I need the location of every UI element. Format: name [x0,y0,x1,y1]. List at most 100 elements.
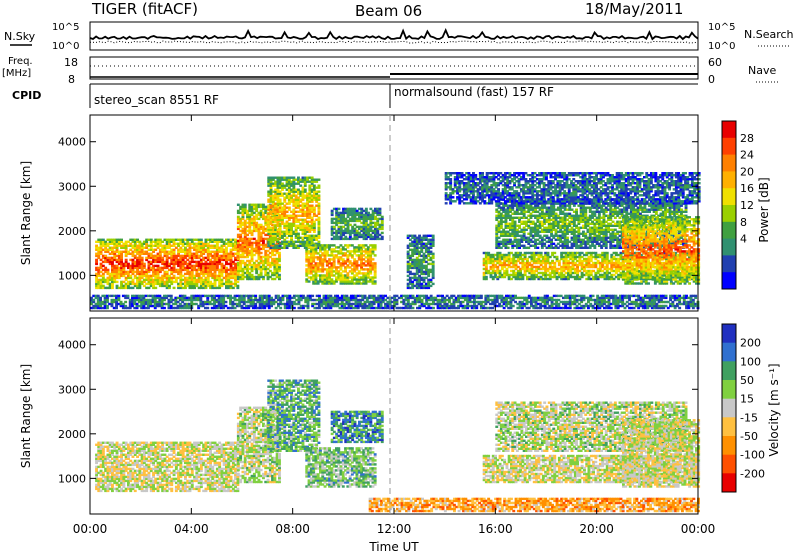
echo-cell [97,266,101,270]
echo-cell [111,262,114,266]
echo-cell [172,274,176,278]
echo-cell [149,284,153,288]
echo-cell [154,260,158,264]
echo-cell [152,244,155,247]
echo-cell [174,242,178,245]
echo-cell [168,252,171,255]
echo-cell [104,244,108,247]
echo-cell [193,264,196,268]
echo-cell [95,280,98,284]
freq-panel [89,56,699,80]
echo-cell [97,280,101,284]
echo-cell [111,238,114,241]
echo-cell [138,280,142,284]
echo-cell [127,240,130,243]
echo-cell [179,276,183,280]
echo-cell [165,244,169,247]
echo-cell [188,284,192,288]
echo-cell [124,244,128,247]
echo-cell [113,274,117,278]
echo-cell [373,254,377,257]
echo-cell [190,258,194,262]
echo-cell [115,246,119,249]
echo-cell [117,242,121,245]
echo-cell [131,246,135,249]
echo-cell [161,260,165,264]
echo-cell [108,248,112,251]
echo-cell [133,254,137,258]
echo-cell [147,252,151,255]
echo-cell [163,280,167,284]
echo-cell [140,262,144,266]
echo-cell [149,256,153,260]
echo-cell [117,244,121,247]
echo-cell [158,266,162,270]
echo-cell [168,278,171,282]
echo-cell [138,262,142,266]
echo-cell [285,210,289,213]
echo-cell [190,282,194,286]
echo-cell [181,266,185,270]
echo-cell [172,266,176,270]
echo-cell [179,278,183,282]
cpid-segment-normalsound: normalsound (fast) 157 RF [394,85,554,99]
echo-cell [188,250,192,253]
echo-cell [117,262,121,266]
echo-cell [133,242,137,245]
echo-cell [177,242,180,245]
echo-cell [174,280,178,284]
echo-cell [111,258,114,262]
echo-cell [186,278,190,282]
echo-cell [131,244,135,247]
echo-cell [136,284,139,288]
nsearch-tick-bottom: 10^0 [708,41,735,52]
echo-cell [317,240,321,243]
echo-cell [165,274,169,278]
echo-cell [163,252,167,255]
echo-cell [154,258,158,262]
echo-cell [165,254,169,258]
echo-cell [506,246,510,249]
echo-cell [152,270,155,274]
echo-cell [117,276,121,280]
echo-cell [129,264,133,268]
nave-tick-bottom: 0 [708,73,715,86]
echo-cell [104,270,108,274]
echo-cell [120,274,123,278]
echo-cell [131,270,135,274]
echo-cell [177,276,180,280]
echo-cell [431,260,435,264]
echo-cell [165,286,169,290]
echo-cell [106,282,110,286]
echo-cell [165,284,169,288]
echo-cell [188,246,192,249]
echo-cell [165,276,169,280]
echo-cell [111,280,114,284]
nsky-trace [89,27,699,41]
echo-cell [145,274,149,278]
echo-cell [161,276,165,280]
echo-cell [149,248,153,251]
echo-cell [152,286,155,290]
echo-cell [138,240,142,243]
echo-cell [317,202,321,205]
echo-cell [106,270,110,274]
echo-cell [371,258,375,261]
echo-cell [170,250,174,253]
echo-cell [170,276,174,280]
echo-cell [138,272,142,276]
echo-cell [317,216,321,219]
echo-cell [97,274,101,278]
echo-cell [158,240,162,243]
echo-cell [186,272,190,276]
echo-cell [190,284,194,288]
echo-cell [431,252,435,255]
echo-cell [115,254,119,258]
echo-cell [177,262,180,266]
echo-cell [513,220,517,223]
echo-cell [124,284,128,288]
echo-cell [113,246,117,249]
echo-cell [138,258,142,262]
echo-cell [136,276,139,280]
echo-cell [174,258,178,262]
